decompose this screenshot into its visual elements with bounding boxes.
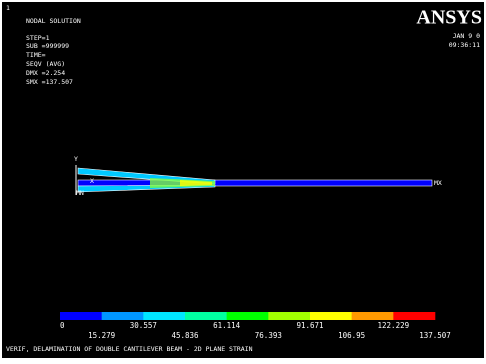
legend-swatch <box>143 312 185 320</box>
clock: 09:36:11 <box>449 41 480 49</box>
window-number: 1 <box>6 4 10 12</box>
ansys-window: 1 NODAL SOLUTION STEP=1 SUB =999999 TIME… <box>0 0 486 364</box>
legend-swatch <box>310 312 352 320</box>
step: STEP=1 <box>26 34 50 42</box>
min-label: MN <box>76 189 84 197</box>
max-label: MX <box>434 179 442 187</box>
legend-label: 91.671 <box>296 321 323 330</box>
legend-swatch <box>227 312 269 320</box>
legend-label: 76.393 <box>255 331 282 340</box>
logo: ANSYS <box>416 7 482 29</box>
legend-swatch <box>393 312 435 320</box>
date: JAN 9 0 <box>453 32 480 40</box>
legend-label: 137.507 <box>419 331 451 340</box>
time: TIME= <box>26 51 46 59</box>
legend-label: 61.114 <box>213 321 241 330</box>
beam <box>78 180 432 186</box>
legend-swatch <box>102 312 144 320</box>
dmx: DMX =2.254 <box>26 69 65 77</box>
result: SEQV (AVG) <box>26 60 65 68</box>
legend-swatch <box>60 312 102 320</box>
axis-y: Y <box>74 155 78 163</box>
legend-swatch <box>352 312 394 320</box>
legend-label: 45.836 <box>171 331 199 340</box>
legend-label: 122.229 <box>378 321 410 330</box>
legend-label: 0 <box>60 321 65 330</box>
legend-swatch <box>268 312 310 320</box>
legend-swatch <box>185 312 227 320</box>
sub: SUB =999999 <box>26 42 69 50</box>
legend-label: 106.95 <box>338 331 365 340</box>
legend-label: 30.557 <box>130 321 157 330</box>
axis-x: X <box>90 177 94 185</box>
legend-label: 15.279 <box>88 331 115 340</box>
smx: SMX =137.507 <box>26 78 73 86</box>
plot-title: NODAL SOLUTION <box>26 17 81 25</box>
footer: VERIF, DELAMINATION OF DOUBLE CANTILEVER… <box>6 345 253 353</box>
